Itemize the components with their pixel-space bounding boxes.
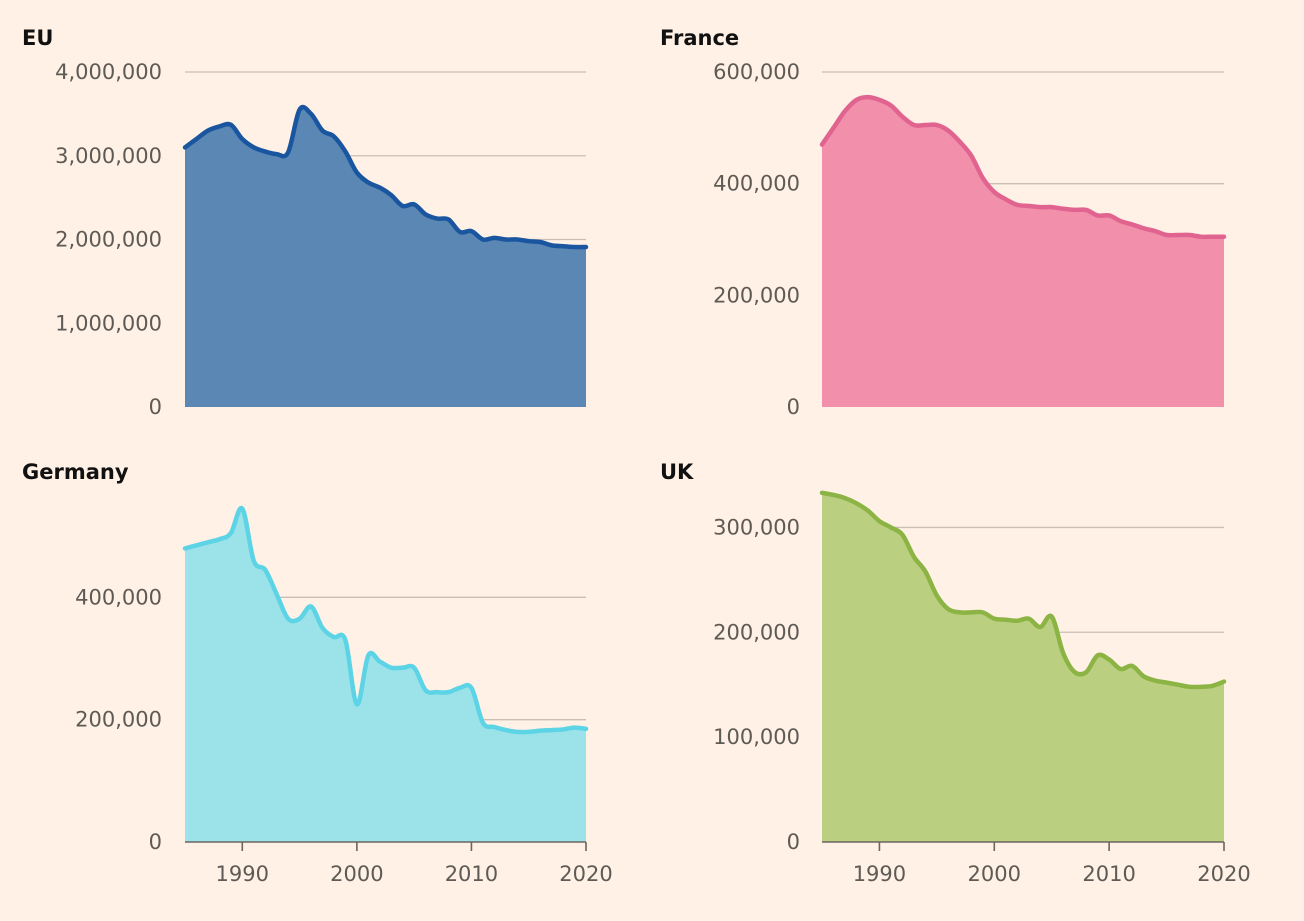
x-tick-label: 2010: [445, 862, 498, 886]
panel-title: EU: [22, 26, 53, 50]
y-tick-label: 2,000,000: [55, 228, 162, 252]
y-tick-label: 0: [787, 395, 800, 419]
y-tick-label: 0: [787, 830, 800, 854]
panel-eu: EU 0 1,000,000 2,000,000 3,000,000 4,000,000: [22, 26, 589, 419]
panel-france: France 0 200,000 400,000 600,000: [660, 26, 1227, 419]
panel-title: UK: [660, 460, 694, 484]
x-tick-label: 2000: [330, 862, 383, 886]
y-tick-label: 1,000,000: [55, 311, 162, 335]
y-tick-label: 300,000: [713, 515, 800, 539]
panel-title: France: [660, 26, 739, 50]
y-tick-label: 200,000: [713, 620, 800, 644]
panel-uk: UK 0 100,000 200,000 300,000 1990 2000 2010 2020: [660, 460, 1251, 886]
series-area: [822, 492, 1224, 842]
series-area: [822, 97, 1224, 407]
series-line: [182, 505, 589, 735]
x-tick-label: 1990: [853, 862, 906, 886]
y-tick-label: 4,000,000: [55, 60, 162, 84]
y-tick-label: 0: [149, 395, 162, 419]
y-tick-label: 400,000: [75, 585, 162, 609]
x-tick-label: 2010: [1082, 862, 1135, 886]
y-tick-label: 400,000: [713, 172, 800, 196]
x-tick-label: 2000: [968, 862, 1021, 886]
y-tick-label: 200,000: [713, 283, 800, 307]
y-tick-label: 100,000: [713, 725, 800, 749]
y-tick-label: 200,000: [75, 708, 162, 732]
series-line: [819, 94, 1227, 240]
y-tick-label: 0: [149, 830, 162, 854]
y-tick-label: 600,000: [713, 60, 800, 84]
x-tick-label: 1990: [216, 862, 269, 886]
series-line: [182, 104, 589, 250]
y-tick-label: 3,000,000: [55, 144, 162, 168]
series-area: [185, 508, 586, 842]
panel-germany: Germany 0 200,000 400,000 1990 2000 2010 2020: [22, 460, 613, 886]
x-tick-label: 2020: [559, 862, 612, 886]
series-area: [185, 107, 586, 407]
panel-title: Germany: [22, 460, 129, 484]
x-tick-label: 2020: [1197, 862, 1250, 886]
series-line: [819, 490, 1227, 690]
